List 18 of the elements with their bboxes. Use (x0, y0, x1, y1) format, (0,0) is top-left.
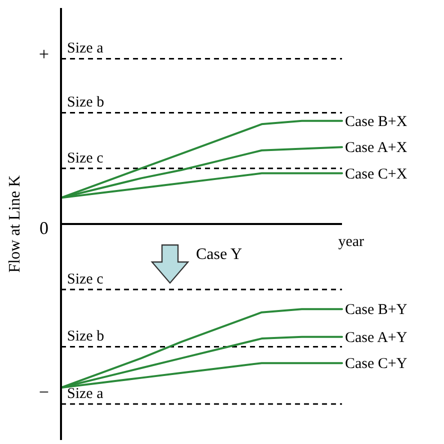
ref-line-label: Size b (67, 328, 104, 345)
text: − (38, 382, 50, 402)
ref-line-label: Size c (67, 150, 104, 166)
ref-line-label: Size a (67, 40, 104, 57)
series-label: Case A+X (345, 140, 408, 156)
series-label: Case C+Y (345, 356, 408, 372)
ref-line-label: Size b (67, 94, 104, 111)
series-label: Case C+X (345, 166, 408, 182)
x-axis-title: year (338, 234, 364, 250)
text: 0 (38, 218, 50, 238)
y-axis-title: Flow at Line K (6, 174, 24, 273)
series-label: Case B+Y (345, 302, 408, 318)
annotation: Case Y (196, 246, 242, 264)
text: + (38, 44, 50, 64)
series-label: Case A+Y (345, 330, 408, 346)
ref-line-label: Size a (67, 386, 104, 402)
ref-line-label: Size c (67, 271, 104, 288)
series-label: Case B+X (345, 114, 408, 130)
